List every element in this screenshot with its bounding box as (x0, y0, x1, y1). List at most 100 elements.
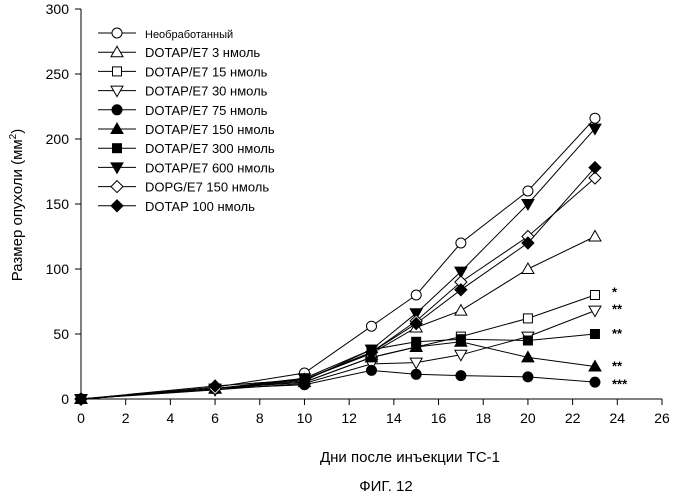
legend-marker (110, 179, 124, 194)
legend-marker (112, 66, 122, 77)
chart-annotations: ********** (612, 284, 628, 391)
chart-ticks: 0 2 4 6 8 10 12 14 16 18 20 22 24 2605010015020025030… (46, 1, 670, 426)
chart-series-lines (80, 117, 596, 400)
legend-label: DOPG/E7 150 нмоль (145, 180, 269, 195)
x-tick-label: 16 (431, 410, 447, 426)
series-line-9 (80, 167, 596, 400)
legend-entry: Необработанный (98, 27, 233, 41)
x-axis-label: Дни после инъекции ТС-1 (320, 449, 500, 466)
data-point-1-6 (521, 261, 535, 274)
data-point-9-6 (521, 236, 535, 250)
y-axis-label-close: ) (9, 129, 26, 134)
data-point-6-4 (411, 336, 422, 347)
legend-entry: DOTAP/E7 30 нмоль (98, 84, 268, 99)
x-tick-label: 18 (475, 410, 491, 426)
y-tick-label: 200 (46, 131, 70, 147)
legend-entry: DOTAP/E7 75 нмоль (98, 103, 268, 118)
data-point-4-3 (366, 364, 377, 376)
data-point-9-0 (74, 392, 88, 406)
x-tick-label: 26 (654, 410, 670, 426)
data-point-6-7 (589, 329, 600, 339)
x-tick-label: 2 (122, 410, 130, 426)
legend-entry: DOPG/E7 150 нмоль (98, 180, 269, 195)
x-tick-label: 0 (77, 410, 85, 426)
y-axis-label-superscript: 2 (8, 133, 19, 139)
legend-label: DOTAP/E7 15 нмоль (145, 64, 268, 79)
y-tick-label: 150 (46, 196, 70, 212)
chart-legend: Необработанный DOTAP/E7 3 нмоль DOTAP/E7 1… (98, 27, 275, 214)
legend-entry: DOTAP 100 нмоль (98, 199, 255, 214)
legend-entry: DOTAP/E7 3 нмоль (98, 45, 260, 60)
data-point-3-5 (454, 349, 468, 362)
data-point-0-5 (455, 237, 467, 249)
y-tick-label: 50 (53, 326, 69, 342)
legend-label: DOTAP/E7 30 нмоль (145, 84, 268, 99)
series-line-4 (80, 369, 596, 400)
data-point-7-6 (521, 199, 535, 212)
significance-annotation: *** (612, 377, 628, 392)
data-point-0-4 (410, 289, 422, 301)
legend-entry: DOTAP/E7 600 нмоль (98, 160, 275, 175)
data-point-9-5 (454, 283, 468, 297)
data-point-1-7 (588, 229, 602, 242)
legend-entry: DOTAP/E7 150 нмоль (98, 121, 275, 137)
x-tick-label: 22 (565, 410, 581, 426)
legend-label: DOTAP/E7 75 нмоль (145, 103, 268, 118)
data-point-9-1 (208, 379, 222, 393)
data-point-9-2 (297, 372, 312, 387)
figure-caption: ФИГ. 12 (359, 478, 413, 495)
legend-label: DOTAP/E7 3 нмоль (145, 45, 260, 60)
x-tick-label: 24 (610, 410, 626, 426)
legend-marker (110, 45, 124, 58)
series-line-1 (80, 236, 596, 400)
y-axis-label: Размер опухоли (мм2) (8, 129, 26, 282)
x-tick-label: 14 (386, 410, 402, 426)
y-tick-label: 250 (46, 66, 70, 82)
x-tick-label: 4 (166, 410, 174, 426)
y-tick-label: 300 (46, 1, 70, 17)
legend-marker (110, 121, 124, 134)
legend-label: DOTAP/E7 150 нмоль (145, 122, 275, 137)
significance-annotation: ** (612, 326, 623, 341)
series-line-3 (80, 310, 596, 400)
legend-label: DOTAP/E7 600 нмоль (145, 160, 275, 175)
legend-marker (110, 162, 124, 175)
data-point-4-6 (522, 371, 534, 383)
x-tick-label: 20 (520, 410, 536, 426)
y-tick-label: 100 (46, 261, 70, 277)
data-point-2-7 (589, 290, 600, 300)
data-point-2-6 (522, 313, 533, 324)
legend-marker (111, 27, 123, 39)
series-line-8 (80, 177, 596, 400)
data-point-7-7 (588, 123, 602, 136)
x-tick-label: 12 (341, 410, 357, 426)
data-point-8-7 (588, 171, 602, 185)
chart-series-markers (74, 112, 602, 407)
legend-label: DOTAP/E7 300 нмоль (145, 141, 275, 156)
data-point-1-5 (454, 303, 468, 316)
series-line-5 (80, 341, 596, 400)
legend-marker (111, 104, 123, 116)
series-line-2 (80, 294, 596, 400)
data-point-6-6 (522, 335, 533, 346)
data-point-0-7 (589, 112, 601, 124)
x-tick-label: 6 (211, 410, 219, 426)
data-point-5-6 (521, 350, 535, 363)
data-point-7-5 (454, 266, 468, 279)
legend-entry: DOTAP/E7 300 нмоль (98, 141, 275, 156)
legend-marker (110, 199, 124, 213)
data-point-3-7 (588, 305, 602, 318)
data-point-5-7 (588, 359, 602, 372)
legend-label: DOTAP 100 нмоль (145, 199, 255, 214)
data-point-4-5 (455, 370, 467, 382)
data-point-7-4 (409, 308, 424, 321)
legend-label: Необработанный (145, 29, 233, 41)
data-point-4-4 (410, 368, 422, 380)
legend-marker (110, 85, 124, 98)
data-point-0-6 (522, 185, 534, 197)
data-point-9-3 (364, 345, 379, 359)
x-tick-label: 8 (256, 410, 264, 426)
y-tick-label: 0 (61, 391, 69, 407)
legend-marker (112, 143, 122, 154)
